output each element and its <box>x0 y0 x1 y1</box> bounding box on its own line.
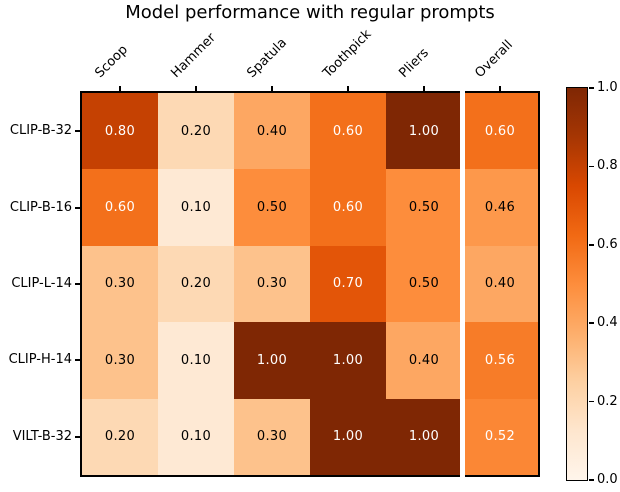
x-tick-Scoop <box>119 86 121 91</box>
colorbar-tick-0.4 <box>588 322 594 324</box>
heatmap-cell-CLIP-B-16-Toothpick: 0.60 <box>310 169 386 246</box>
heatmap-cell-CLIP-H-14-Overall: 0.56 <box>462 322 538 399</box>
heatmap-cell-VILT-B-32-Pliers: 1.00 <box>386 398 462 475</box>
heatmap-cell-VILT-B-32-Scoop: 0.20 <box>82 398 158 475</box>
x-axis-label-Spatula: Spatula <box>244 35 290 81</box>
x-axis-label-Scoop: Scoop <box>92 42 131 81</box>
heatmap-cell-CLIP-B-32-Hammer: 0.20 <box>158 93 234 170</box>
heatmap-cell-CLIP-H-14-Toothpick: 1.00 <box>310 322 386 399</box>
colorbar-tick-label-0.4: 0.4 <box>597 315 618 331</box>
heatmap-cell-CLIP-B-16-Hammer: 0.10 <box>158 169 234 246</box>
y-axis-label-CLIP-B-16: CLIP-B-16 <box>9 199 72 215</box>
y-axis-label-CLIP-L-14: CLIP-L-14 <box>11 276 72 291</box>
colorbar-tick-label-0.0: 0.0 <box>597 472 618 487</box>
heatmap-cell-CLIP-L-14-Scoop: 0.30 <box>82 245 158 323</box>
colorbar <box>565 86 588 481</box>
x-tick-Overall <box>499 86 501 91</box>
heatmap-cell-CLIP-H-14-Spatula: 1.00 <box>234 322 310 399</box>
y-tick-VILT-B-32 <box>75 435 80 438</box>
heatmap-cell-VILT-B-32-Toothpick: 1.00 <box>310 398 386 475</box>
y-axis-label-VILT-B-32: VILT-B-32 <box>12 428 72 444</box>
chart-title: Model performance with regular prompts <box>125 2 495 23</box>
x-axis-label-Pliers: Pliers <box>396 45 432 81</box>
heatmap-cell-CLIP-B-16-Pliers: 0.50 <box>386 169 462 246</box>
heatmap-cell-CLIP-L-14-Spatula: 0.30 <box>234 245 310 323</box>
heatmap-cell-CLIP-B-16-Spatula: 0.50 <box>234 169 310 246</box>
heatmap-cell-CLIP-H-14-Hammer: 0.10 <box>158 322 234 399</box>
x-tick-Pliers <box>423 86 425 91</box>
colorbar-tick-0.2 <box>588 400 594 403</box>
heatmap-cell-VILT-B-32-Hammer: 0.10 <box>158 398 234 475</box>
heatmap-cell-CLIP-L-14-Hammer: 0.20 <box>158 245 234 323</box>
y-tick-CLIP-B-16 <box>75 206 80 209</box>
heatmap-cell-CLIP-B-16-Overall: 0.46 <box>462 169 538 246</box>
heatmap-cell-CLIP-L-14-Toothpick: 0.70 <box>310 245 386 323</box>
x-tick-Toothpick <box>347 86 349 91</box>
heatmap-cell-CLIP-B-32-Spatula: 0.40 <box>234 93 310 170</box>
y-tick-CLIP-H-14 <box>75 359 80 362</box>
colorbar-tick-1.0 <box>588 87 594 89</box>
x-axis-label-Overall: Overall <box>472 37 516 81</box>
heatmap-cell-CLIP-B-32-Toothpick: 0.60 <box>310 93 386 170</box>
y-axis-label-CLIP-B-32: CLIP-B-32 <box>9 123 72 139</box>
heatmap-cell-CLIP-H-14-Pliers: 0.40 <box>386 322 462 399</box>
colorbar-tick-label-0.2: 0.2 <box>597 393 618 409</box>
x-axis-label-Toothpick: Toothpick <box>320 26 375 81</box>
x-axis-label-Hammer: Hammer <box>168 30 219 81</box>
heatmap-grid: 0.80 0.20 0.40 0.60 1.00 0.60 0.60 0.10 0.50 0.60… <box>82 93 538 475</box>
heatmap-cell-CLIP-B-32-Scoop: 0.80 <box>82 93 158 170</box>
colorbar-tick-label-0.6: 0.6 <box>597 236 618 252</box>
heatmap-cell-CLIP-B-16-Scoop: 0.60 <box>82 169 158 246</box>
heatmap-cell-VILT-B-32-Overall: 0.52 <box>462 398 538 475</box>
y-tick-CLIP-L-14 <box>75 283 80 285</box>
heatmap-cell-CLIP-B-32-Pliers: 1.00 <box>386 93 462 170</box>
x-tick-Hammer <box>195 86 197 91</box>
colorbar-tick-0.8 <box>588 165 594 168</box>
heatmap-cell-CLIP-H-14-Scoop: 0.30 <box>82 322 158 399</box>
heatmap-plot-area: 0.80 0.20 0.40 0.60 1.00 0.60 0.60 0.10 0.50 0.60… <box>80 91 540 477</box>
heatmap-cell-CLIP-B-32-Overall: 0.60 <box>462 93 538 170</box>
heatmap-cell-CLIP-L-14-Overall: 0.40 <box>462 245 538 323</box>
y-tick-CLIP-B-32 <box>75 130 80 133</box>
overall-column-separator <box>459 91 465 477</box>
x-tick-Spatula <box>271 86 273 91</box>
y-axis-label-CLIP-H-14: CLIP-H-14 <box>8 352 72 368</box>
heatmap-cell-CLIP-L-14-Pliers: 0.50 <box>386 245 462 323</box>
colorbar-tick-label-1.0: 1.0 <box>597 80 618 95</box>
heatmap-cell-VILT-B-32-Spatula: 0.30 <box>234 398 310 475</box>
colorbar-tick-label-0.8: 0.8 <box>597 158 618 174</box>
colorbar-tick-0.0 <box>588 479 594 481</box>
colorbar-tick-0.6 <box>588 244 594 246</box>
